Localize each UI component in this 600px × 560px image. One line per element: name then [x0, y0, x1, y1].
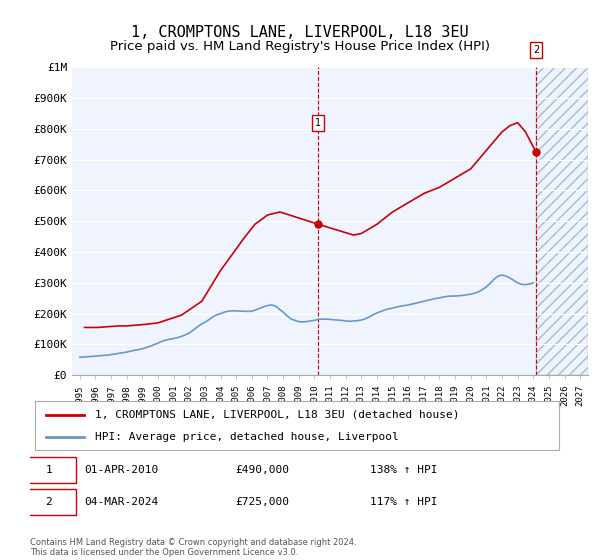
Text: 2: 2 — [46, 497, 52, 507]
FancyBboxPatch shape — [25, 489, 76, 515]
Text: 04-MAR-2024: 04-MAR-2024 — [84, 497, 158, 507]
Text: 117% ↑ HPI: 117% ↑ HPI — [370, 497, 438, 507]
Text: 2: 2 — [533, 45, 539, 55]
Text: £490,000: £490,000 — [235, 465, 289, 475]
Text: 1, CROMPTONS LANE, LIVERPOOL, L18 3EU: 1, CROMPTONS LANE, LIVERPOOL, L18 3EU — [131, 25, 469, 40]
FancyBboxPatch shape — [25, 457, 76, 483]
Text: HPI: Average price, detached house, Liverpool: HPI: Average price, detached house, Live… — [95, 432, 398, 442]
Text: 1: 1 — [46, 465, 52, 475]
Text: 1: 1 — [315, 118, 322, 128]
Text: 1, CROMPTONS LANE, LIVERPOOL, L18 3EU (detached house): 1, CROMPTONS LANE, LIVERPOOL, L18 3EU (d… — [95, 409, 460, 419]
Text: 01-APR-2010: 01-APR-2010 — [84, 465, 158, 475]
Text: Price paid vs. HM Land Registry's House Price Index (HPI): Price paid vs. HM Land Registry's House … — [110, 40, 490, 53]
Text: 138% ↑ HPI: 138% ↑ HPI — [370, 465, 438, 475]
Bar — [536, 67, 588, 375]
Text: £725,000: £725,000 — [235, 497, 289, 507]
FancyBboxPatch shape — [35, 402, 559, 450]
Text: Contains HM Land Registry data © Crown copyright and database right 2024.
This d: Contains HM Land Registry data © Crown c… — [30, 538, 356, 557]
Bar — [536, 67, 588, 375]
